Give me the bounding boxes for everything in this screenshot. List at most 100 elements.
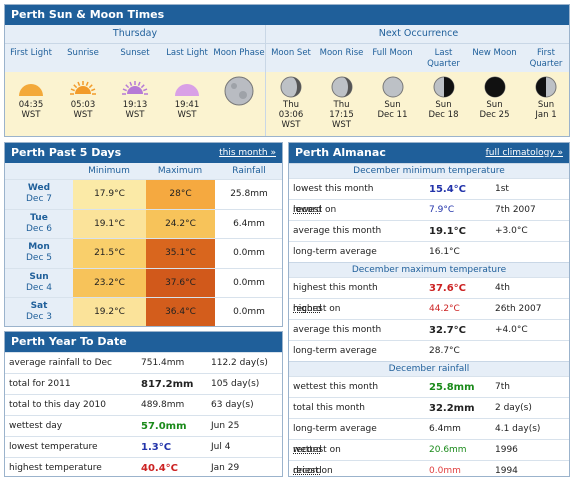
ytd-label: highest temperature	[9, 463, 102, 473]
day-cell: Tue Dec 6	[5, 209, 73, 239]
ytd-row: total to this day 2010 489.8mm 63 day(s)	[5, 394, 282, 416]
almanac-detail: +4.0°C	[495, 325, 528, 335]
col-l2: Dec 11	[377, 110, 408, 120]
panel-title: Year To Date	[48, 335, 127, 348]
day-date: Dec 3	[25, 312, 52, 323]
past-day-row: Tue Dec 6 19.1°C 24.2°C 6.4mm	[5, 208, 282, 239]
almanac-row: long-term average 6.4mm 4.1 day(s)	[289, 418, 569, 440]
sun-moon-col-moon-rise: Moon Rise Thu 17:15 WST	[316, 44, 367, 136]
col-values: 04:35 WST	[5, 72, 57, 136]
record-link[interactable]: record	[293, 445, 322, 455]
day-cell: Wed Dec 7	[5, 180, 73, 209]
full-climatology-link[interactable]: full climatology »	[485, 148, 563, 158]
ytd-value: 1.3°C	[141, 442, 172, 453]
ytd-detail: Jun 25	[211, 421, 240, 431]
almanac-section-title: December minimum temperature	[289, 163, 569, 179]
almanac-row: driest on record 0.0mm 1994	[289, 460, 569, 476]
record-link[interactable]: record	[293, 466, 322, 476]
header-maximum: Maximum	[157, 166, 203, 176]
col-l3: WST	[281, 120, 301, 130]
min-temp: 19.1°C	[73, 209, 146, 239]
record-link[interactable]: record	[293, 205, 322, 215]
col-label: First Quarter	[520, 44, 569, 72]
panel-title: Sun & Moon Times	[48, 8, 165, 21]
sun-moon-col-sunrise: Sunrise 05:03 WST	[57, 44, 109, 136]
ytd-label: lowest temperature	[9, 442, 98, 452]
almanac-value: 6.4mm	[429, 424, 461, 434]
col-l1: 19:13	[122, 100, 148, 110]
day-name: Tue	[30, 212, 48, 223]
last-quarter-icon	[418, 76, 469, 98]
almanac-label-text: highest this month	[293, 283, 378, 293]
ytd-label: wettest day	[9, 421, 63, 431]
almanac-section-title: December rainfall	[289, 361, 569, 377]
first-light-icon	[5, 76, 57, 98]
col-l1: Thu	[333, 100, 350, 110]
almanac-row: highest this month 37.6°C 4th	[289, 277, 569, 299]
col-values: 19:41 WST	[161, 72, 213, 136]
almanac-row: long-term average 28.7°C	[289, 340, 569, 362]
col-label: Full Moon	[367, 44, 418, 72]
past-day-row: Sun Dec 4 23.2°C 37.6°C 0.0mm	[5, 267, 282, 298]
moon-rise-icon	[316, 76, 367, 98]
sun-moon-panel: Perth Sun & Moon Times Thursday Next Occ…	[4, 4, 570, 137]
last-light-icon	[161, 76, 213, 98]
day-date: Dec 4	[25, 282, 52, 293]
day-date: Dec 7	[25, 194, 52, 204]
sun-moon-columns: First Light 04:35 WST Sunrise 05:03 WST Sunset…	[5, 44, 569, 136]
sunrise-icon	[57, 76, 109, 98]
almanac-row: total this month 32.2mm 2 day(s)	[289, 397, 569, 419]
col-l2: 03:06	[278, 110, 304, 120]
almanac-label-text: long-term average	[293, 346, 377, 356]
day-name: Mon	[28, 242, 50, 253]
ytd-value: 40.4°C	[141, 463, 179, 474]
min-temp: 23.2°C	[73, 268, 146, 298]
almanac-detail: 1994	[495, 466, 518, 476]
past-day-row: Sat Dec 3 19.2°C 36.4°C 0.0mm	[5, 297, 282, 326]
almanac-detail: 4th	[495, 283, 510, 293]
almanac-label-text: wettest this month	[293, 382, 379, 392]
min-temp: 17.9°C	[73, 180, 146, 209]
ytd-row: highest temperature 40.4°C Jan 29	[5, 457, 282, 476]
ytd-row: wettest day 57.0mm Jun 25	[5, 415, 282, 437]
past-day-row: Wed Dec 7 17.9°C 28°C 25.8mm	[5, 179, 282, 209]
col-l2: Dec 18	[428, 110, 459, 120]
rainfall: 0.0mm	[233, 307, 265, 318]
almanac-value: 7.9°C	[429, 205, 455, 215]
col-values: 19:13 WST	[109, 72, 161, 136]
almanac-row: lowest this month 15.4°C 1st	[289, 178, 569, 200]
sun-moon-col-moon-phase: Moon Phase	[213, 44, 265, 136]
ytd-detail: Jan 29	[211, 463, 240, 473]
almanac-detail: 7th 2007	[495, 205, 536, 215]
rainfall: 0.0mm	[233, 248, 265, 259]
almanac-section-title: December maximum temperature	[289, 262, 569, 278]
almanac-value: 44.2°C	[429, 304, 460, 314]
col-label: Sunrise	[57, 44, 109, 72]
location-label: Perth	[11, 146, 46, 159]
almanac-value: 0.0mm	[429, 466, 461, 476]
col-l1: 19:41	[174, 100, 200, 110]
col-l1: Thu	[283, 100, 299, 110]
sun-moon-col-first-light: First Light 04:35 WST	[5, 44, 57, 136]
moon-phase-icon	[213, 76, 265, 106]
almanac-detail: 7th	[495, 382, 510, 392]
col-values: Sun Dec 25	[469, 72, 520, 136]
col-label: First Light	[5, 44, 57, 72]
almanac-row: average this month 32.7°C +4.0°C	[289, 319, 569, 341]
almanac-value: 32.7°C	[429, 325, 467, 336]
col-l2: WST	[73, 110, 93, 120]
sun-moon-col-full-moon: Full Moon Sun Dec 11	[367, 44, 418, 136]
col-label: Last Quarter	[418, 44, 469, 72]
first-quarter-icon	[520, 76, 569, 98]
almanac-value: 28.7°C	[429, 346, 460, 356]
col-values: Sun Dec 11	[367, 72, 418, 136]
almanac-value: 25.8mm	[429, 382, 475, 393]
col-l1: 05:03	[70, 100, 96, 110]
ytd-detail: 63 day(s)	[211, 400, 254, 410]
day-date: Dec 5	[25, 253, 52, 264]
this-month-link[interactable]: this month »	[219, 148, 276, 158]
ytd-value: 489.8mm	[141, 400, 185, 410]
ytd-value: 751.4mm	[141, 358, 185, 368]
almanac-label-text: average this month	[293, 226, 382, 236]
record-link[interactable]: record	[293, 304, 322, 314]
